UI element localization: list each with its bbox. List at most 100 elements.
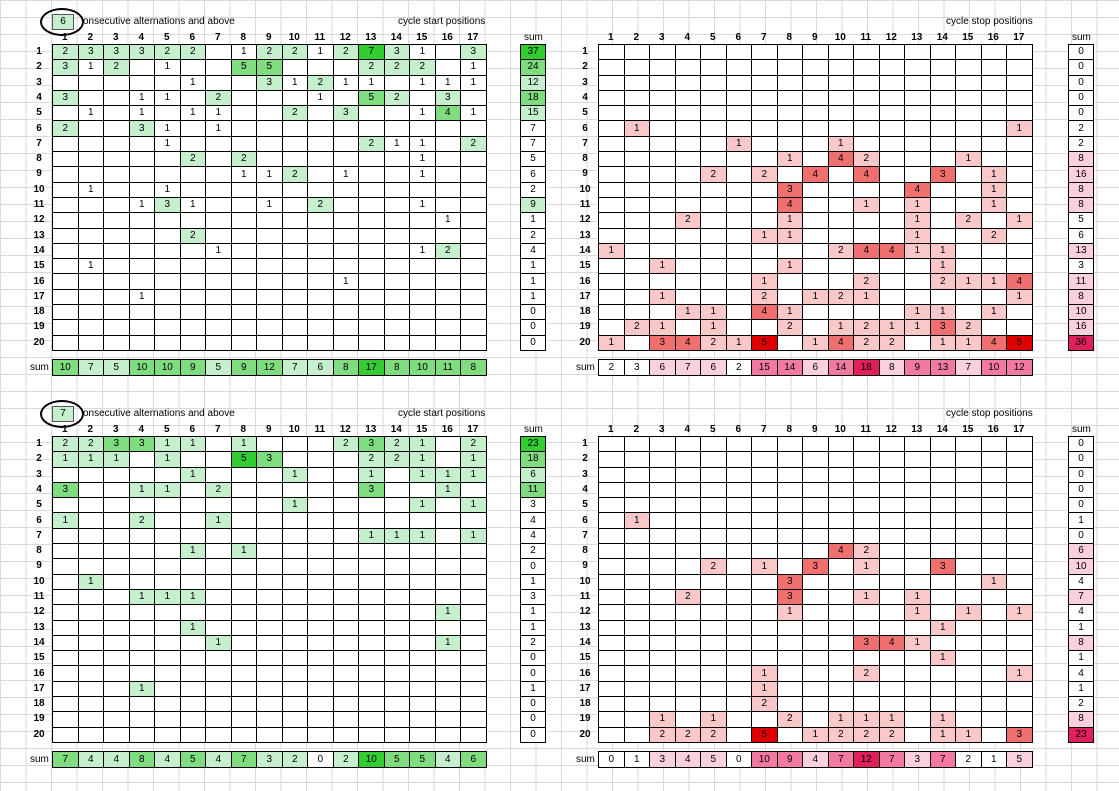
block2-stop-cell[interactable]: [623, 680, 650, 698]
block1-stop-cell[interactable]: [1006, 151, 1033, 168]
block1-stop-cell[interactable]: [955, 166, 982, 183]
block1-start-col-sum[interactable]: 5: [205, 359, 232, 376]
block2-start-cell[interactable]: [205, 726, 232, 743]
block2-start-cell[interactable]: [52, 497, 79, 514]
block1-stop-cell[interactable]: [598, 212, 625, 229]
block2-start-cell[interactable]: [409, 711, 436, 728]
block1-stop-cell[interactable]: [878, 212, 905, 229]
block2-start-cell[interactable]: [307, 726, 334, 743]
block1-stop-cell[interactable]: 4: [751, 304, 778, 321]
block1-stop-cell[interactable]: 4: [827, 151, 854, 168]
block2-start-cell[interactable]: [281, 604, 308, 621]
block2-stop-cell[interactable]: [725, 650, 752, 667]
block2-stop-cell[interactable]: [725, 604, 752, 621]
block2-start-col-sum[interactable]: 6: [460, 751, 487, 768]
block1-start-cell[interactable]: 2: [332, 43, 359, 61]
block2-stop-cell[interactable]: [700, 466, 727, 483]
block1-stop-cell[interactable]: [929, 196, 956, 214]
block1-stop-cell[interactable]: [929, 59, 956, 76]
block2-start-cell[interactable]: [383, 650, 410, 667]
block2-start-cell[interactable]: 1: [460, 497, 487, 514]
block2-start-cell[interactable]: [103, 543, 130, 560]
block1-stop-cell[interactable]: 5: [751, 334, 778, 351]
block2-stop-cell[interactable]: [980, 680, 1007, 698]
block2-start-cell[interactable]: [128, 650, 155, 667]
block2-stop-cell[interactable]: 1: [853, 711, 880, 728]
block1-start-cell[interactable]: [103, 242, 130, 260]
block2-start-cell[interactable]: 1: [358, 466, 385, 483]
block2-start-cell[interactable]: [77, 696, 104, 713]
block1-stop-cell[interactable]: [853, 135, 880, 153]
block2-start-cell[interactable]: [230, 634, 257, 652]
block2-start-row-sum[interactable]: 11: [520, 481, 546, 499]
block1-stop-cell[interactable]: [878, 89, 905, 107]
block2-stop-cell[interactable]: [1006, 466, 1033, 483]
block2-stop-cell[interactable]: [929, 481, 956, 499]
block2-start-cell[interactable]: [77, 588, 104, 606]
block2-start-cell[interactable]: [256, 588, 283, 606]
block1-stop-cell[interactable]: [700, 273, 727, 290]
block1-start-cell[interactable]: [383, 212, 410, 229]
block2-stop-cell[interactable]: [751, 497, 778, 514]
block1-stop-cell[interactable]: [751, 135, 778, 153]
block2-stop-cell[interactable]: [980, 604, 1007, 621]
block1-stop-cell[interactable]: [700, 74, 727, 91]
block2-stop-cell[interactable]: [725, 696, 752, 713]
block2-stop-cell[interactable]: [802, 650, 829, 667]
block1-stop-cell[interactable]: 1: [598, 334, 625, 351]
block1-start-cell[interactable]: 1: [128, 288, 155, 306]
block1-start-cell[interactable]: [434, 334, 461, 351]
block1-start-cell[interactable]: [179, 319, 206, 336]
block2-stop-cell[interactable]: [827, 696, 854, 713]
block2-stop-cell[interactable]: [955, 466, 982, 483]
block1-stop-cell[interactable]: [904, 334, 931, 351]
block2-start-cell[interactable]: 1: [230, 543, 257, 560]
block2-stop-row-sum[interactable]: 1: [1068, 680, 1094, 698]
block2-stop-cell[interactable]: 1: [929, 650, 956, 667]
block1-stop-cell[interactable]: [598, 181, 625, 198]
block1-stop-cell[interactable]: 1: [1006, 288, 1033, 306]
block2-start-cell[interactable]: [281, 711, 308, 728]
block1-stop-row-sum[interactable]: 8: [1068, 288, 1094, 306]
block1-stop-cell[interactable]: 1: [904, 196, 931, 214]
block1-stop-cell[interactable]: [827, 273, 854, 290]
block2-start-cell[interactable]: [307, 650, 334, 667]
block1-stop-cell[interactable]: [955, 74, 982, 91]
block2-stop-col-sum[interactable]: 3: [904, 751, 931, 768]
block2-start-cell[interactable]: [307, 619, 334, 636]
block2-start-col-sum[interactable]: 5: [179, 751, 206, 768]
block2-stop-cell[interactable]: [700, 497, 727, 514]
block1-start-cell[interactable]: [154, 227, 181, 244]
block1-stop-cell[interactable]: [623, 196, 650, 214]
block2-start-col-sum[interactable]: 5: [383, 751, 410, 768]
block1-start-cell[interactable]: 3: [103, 43, 130, 61]
block2-stop-col-sum[interactable]: 5: [1006, 751, 1033, 768]
block2-stop-cell[interactable]: [827, 680, 854, 698]
block1-start-cell[interactable]: [409, 258, 436, 275]
block2-start-cell[interactable]: [154, 497, 181, 514]
block1-stop-cell[interactable]: [649, 273, 676, 290]
block1-start-cell[interactable]: [205, 59, 232, 76]
block1-stop-cell[interactable]: 1: [725, 135, 752, 153]
block1-start-cell[interactable]: [332, 196, 359, 214]
block2-start-cell[interactable]: [103, 497, 130, 514]
block1-start-cell[interactable]: [434, 135, 461, 153]
block1-stop-cell[interactable]: [929, 135, 956, 153]
block1-stop-cell[interactable]: [853, 59, 880, 76]
block1-stop-cell[interactable]: [725, 89, 752, 107]
block2-start-cell[interactable]: 3: [256, 451, 283, 468]
block2-start-cell[interactable]: [256, 680, 283, 698]
block2-start-col-sum[interactable]: 8: [128, 751, 155, 768]
block1-start-cell[interactable]: [434, 258, 461, 275]
block2-start-cell[interactable]: [307, 512, 334, 529]
block2-stop-cell[interactable]: [929, 451, 956, 468]
block2-start-row-sum[interactable]: 18: [520, 451, 546, 468]
block2-stop-cell[interactable]: [853, 650, 880, 667]
block1-stop-col-sum[interactable]: 8: [878, 359, 905, 376]
block1-start-cell[interactable]: 1: [332, 166, 359, 183]
block1-stop-cell[interactable]: 2: [955, 319, 982, 336]
block1-stop-cell[interactable]: [980, 135, 1007, 153]
block2-stop-cell[interactable]: [904, 665, 931, 682]
block2-start-cell[interactable]: [281, 634, 308, 652]
block2-start-cell[interactable]: 1: [230, 435, 257, 453]
